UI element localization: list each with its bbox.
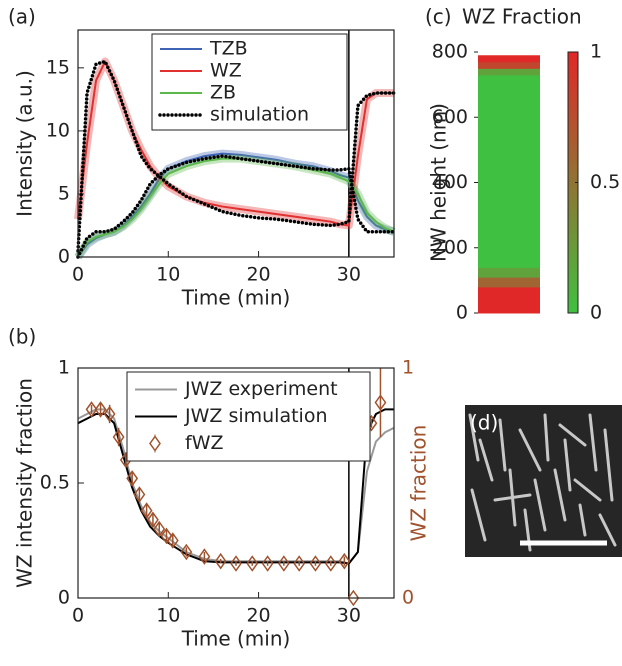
y2-axis-label: WZ fraction bbox=[407, 425, 431, 542]
marker bbox=[112, 428, 125, 446]
y-tick-label: 15 bbox=[46, 56, 70, 78]
x-axis-label: Time (min) bbox=[181, 286, 291, 310]
legend-label: TZB bbox=[209, 38, 248, 60]
line bbox=[76, 154, 396, 259]
colorbar-tick-label: 0 bbox=[590, 302, 602, 324]
plot-frame bbox=[77, 367, 395, 599]
marker bbox=[140, 502, 153, 519]
marker bbox=[153, 520, 166, 538]
marker bbox=[147, 511, 159, 529]
marker bbox=[347, 589, 360, 607]
x-tick-label: 30 bbox=[337, 605, 361, 627]
y-tick-label: 1 bbox=[58, 357, 70, 379]
marker bbox=[133, 486, 146, 503]
marker bbox=[160, 527, 173, 545]
y-tick-label: 200 bbox=[432, 236, 468, 258]
x-tick-label: 10 bbox=[156, 264, 180, 286]
marker bbox=[277, 555, 290, 572]
legend-label: simulation bbox=[210, 104, 309, 126]
y-tick-label: 0 bbox=[58, 246, 70, 268]
marker bbox=[166, 532, 179, 549]
legend-label: fWZ bbox=[185, 432, 224, 454]
y-tick-label: 10 bbox=[46, 119, 70, 141]
x-tick-label: 20 bbox=[246, 264, 270, 286]
colorbar-tick-label: 1 bbox=[590, 41, 602, 63]
panel-label: (c) bbox=[425, 5, 452, 29]
marker bbox=[338, 552, 351, 570]
marker bbox=[293, 555, 306, 572]
panel-label: (a) bbox=[8, 5, 36, 29]
legend-label: JWZ simulation bbox=[184, 405, 328, 427]
y-tick-label: 400 bbox=[432, 171, 468, 193]
heat-cell bbox=[478, 277, 540, 288]
nanowires bbox=[468, 413, 617, 552]
x-tick-label: 20 bbox=[246, 605, 270, 627]
marker bbox=[246, 555, 259, 572]
chart-title: WZ Fraction bbox=[462, 5, 582, 29]
legend-label: JWZ experiment bbox=[184, 378, 338, 400]
marker bbox=[230, 555, 242, 572]
heat-cell bbox=[478, 267, 540, 278]
line bbox=[77, 157, 395, 258]
x-tick-label: 0 bbox=[72, 264, 84, 286]
marker bbox=[85, 401, 98, 418]
colorbar-tick-label: 0.5 bbox=[590, 171, 620, 193]
marker bbox=[180, 543, 193, 561]
y2-tick-label: 1 bbox=[402, 357, 414, 379]
y-axis-label: WZ intensity fraction bbox=[13, 378, 37, 588]
y-tick-label: 800 bbox=[432, 41, 468, 63]
marker bbox=[309, 555, 322, 572]
y-axis-label: Intensity (a.u.) bbox=[13, 70, 37, 217]
line bbox=[76, 59, 396, 253]
marker bbox=[198, 548, 211, 565]
heat-cell bbox=[478, 61, 540, 69]
heat-cell bbox=[478, 299, 540, 314]
marker bbox=[324, 555, 337, 572]
panel-label: (b) bbox=[8, 325, 36, 349]
sem-image: (d) bbox=[465, 405, 622, 557]
x-tick-label: 30 bbox=[337, 264, 361, 286]
y-tick-label: 0 bbox=[456, 302, 468, 324]
marker bbox=[261, 555, 274, 572]
heat-cell bbox=[478, 286, 540, 301]
x-tick-label: 10 bbox=[156, 605, 180, 627]
y-tick-label: 600 bbox=[432, 106, 468, 128]
x-tick-label: 0 bbox=[72, 605, 84, 627]
line bbox=[77, 408, 394, 565]
x-axis-label: Time (min) bbox=[181, 627, 291, 651]
legend-label: ZB bbox=[210, 82, 236, 104]
y-tick-label: 0 bbox=[58, 587, 70, 609]
marker bbox=[126, 470, 139, 487]
marker bbox=[374, 394, 387, 411]
y-tick-label: 0.5 bbox=[40, 472, 70, 494]
marker bbox=[103, 405, 116, 423]
legend: JWZ experiment JWZ simulation fWZ bbox=[126, 371, 371, 462]
heat-cell bbox=[478, 55, 540, 63]
legend-swatch bbox=[149, 435, 161, 452]
heat-cell bbox=[478, 74, 540, 268]
heat-cell bbox=[478, 68, 540, 76]
legend-label: WZ bbox=[210, 60, 242, 82]
y2-tick-label: 0 bbox=[402, 587, 414, 609]
y-axis-label: NW height (nm) bbox=[427, 103, 451, 262]
marker bbox=[94, 401, 107, 418]
marker bbox=[214, 552, 227, 570]
plot-frame bbox=[77, 29, 395, 258]
panel-label: (d) bbox=[470, 411, 498, 435]
y-tick-label: 5 bbox=[58, 182, 70, 204]
